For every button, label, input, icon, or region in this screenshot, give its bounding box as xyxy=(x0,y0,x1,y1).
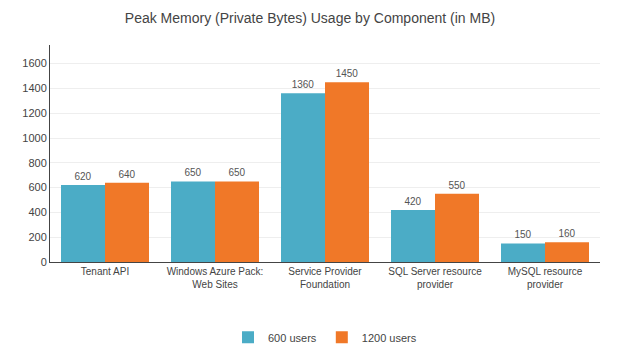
svg-text:Service ProviderFoundation: Service ProviderFoundation xyxy=(288,266,362,290)
svg-text:1400: 1400 xyxy=(22,82,46,94)
svg-text:SQL Server resourceprovider: SQL Server resourceprovider xyxy=(388,266,482,290)
svg-text:150: 150 xyxy=(514,229,531,240)
svg-text:0: 0 xyxy=(41,256,47,268)
svg-text:1360: 1360 xyxy=(292,79,315,90)
svg-text:MySQL resourceprovider: MySQL resourceprovider xyxy=(508,266,583,290)
svg-text:1450: 1450 xyxy=(336,68,359,79)
svg-text:1000: 1000 xyxy=(22,132,46,144)
svg-text:Windows Azure Pack:Web Sites: Windows Azure Pack:Web Sites xyxy=(167,266,264,290)
svg-text:1600: 1600 xyxy=(22,57,46,69)
svg-text:550: 550 xyxy=(448,180,465,191)
svg-text:160: 160 xyxy=(558,228,575,239)
svg-text:650: 650 xyxy=(184,167,201,178)
svg-text:200: 200 xyxy=(28,231,46,243)
svg-text:1200 users: 1200 users xyxy=(362,332,417,344)
svg-text:650: 650 xyxy=(228,167,245,178)
svg-text:1200: 1200 xyxy=(22,107,46,119)
svg-text:800: 800 xyxy=(28,157,46,169)
svg-text:600: 600 xyxy=(28,181,46,193)
svg-text:400: 400 xyxy=(28,206,46,218)
svg-text:420: 420 xyxy=(404,196,421,207)
svg-text:640: 640 xyxy=(118,169,135,180)
svg-text:Tenant API: Tenant API xyxy=(81,266,129,277)
svg-text:600 users: 600 users xyxy=(268,332,317,344)
svg-text:620: 620 xyxy=(74,171,91,182)
svg-text:Peak Memory (Private Bytes) Us: Peak Memory (Private Bytes) Usage by Com… xyxy=(125,10,495,26)
